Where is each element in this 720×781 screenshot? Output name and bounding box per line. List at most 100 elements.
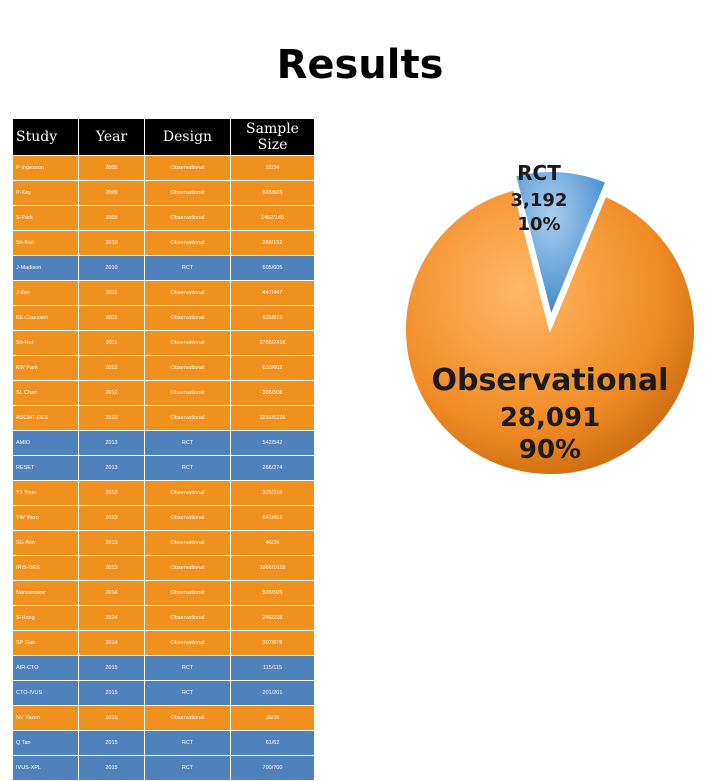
cell-sample-size: 447/447 [230, 280, 315, 306]
cell-study: IVUS-XPL [12, 755, 79, 781]
cell-year: 2014 [78, 580, 145, 606]
cell-design: RCT [144, 430, 231, 456]
cell-design: Observational [144, 180, 231, 206]
cell-design: RCT [144, 755, 231, 781]
table-header-row: Study Year Design Sample Size [12, 118, 315, 156]
cell-study: IRIS-DES [12, 555, 79, 581]
cell-sample-size: 246/228 [230, 605, 315, 631]
table-row: SG Ahn 2013 Observational 46/36 [12, 530, 315, 556]
table-row: Sh-Hur 2011 Observational 2765/2416 [12, 330, 315, 356]
cell-sample-size: 505/505 [230, 580, 315, 606]
cell-study: Namamaker [12, 580, 79, 606]
cell-design: Observational [144, 280, 231, 306]
cell-design: Observational [144, 330, 231, 356]
cell-study: NV Yazen [12, 705, 79, 731]
pie-percent-rct: 10% [517, 214, 560, 235]
cell-design: Observational [144, 580, 231, 606]
cell-sample-size: 307/676 [230, 630, 315, 656]
table-row: P-Kay 2009 Observational 665/665 [12, 180, 315, 206]
cell-design: Observational [144, 705, 231, 731]
cell-study: YW Yoon [12, 505, 79, 531]
table-row: CTO-IVUS 2015 RCT 201/201 [12, 680, 315, 706]
cell-year: 2010 [78, 255, 145, 281]
cell-year: 2013 [78, 455, 145, 481]
cell-year: 2009 [78, 205, 145, 231]
cell-year: 2014 [78, 630, 145, 656]
cell-sample-size: 700/700 [230, 755, 315, 781]
table-row: NV Yazen 2015 Observational 36/36 [12, 705, 315, 731]
cell-year: 2014 [78, 605, 145, 631]
cell-design: Observational [144, 205, 231, 231]
cell-study: S-Park [12, 205, 79, 231]
cell-year: 2015 [78, 655, 145, 681]
table-row: ASCMT-DES 2013 Observational 3266/5236 [12, 405, 315, 431]
cell-study: S-Hong [12, 605, 79, 631]
cell-sample-size: 3266/5236 [230, 405, 315, 431]
pie-label-observational: Observational [432, 363, 669, 398]
cell-study: J-Madison [12, 255, 79, 281]
cell-year: 2015 [78, 755, 145, 781]
table-row: BE-Claessen 2011 Observational 625/673 [12, 305, 315, 331]
cell-study: P-Ingesson [12, 155, 79, 181]
cell-year: 2011 [78, 330, 145, 356]
cell-sample-size: 306/506 [230, 380, 315, 406]
cell-study: Q Tan [12, 730, 79, 756]
cell-sample-size: 22/34 [230, 155, 315, 181]
cell-year: 2015 [78, 730, 145, 756]
cell-design: Observational [144, 630, 231, 656]
cell-sample-size: 46/36 [230, 530, 315, 556]
cell-sample-size: 642/412 [230, 505, 315, 531]
cell-study: Sh-Kim [12, 230, 79, 256]
pie-slice-rct [513, 170, 608, 320]
table-row: S-Park 2009 Observational 1452/145 [12, 205, 315, 231]
cell-design: Observational [144, 380, 231, 406]
pie-label-rct: RCT [517, 161, 561, 185]
cell-sample-size: 115/115 [230, 655, 315, 681]
table-row: J-Madison 2010 RCT 605/605 [12, 255, 315, 281]
cell-sample-size: 542/542 [230, 430, 315, 456]
cell-design: Observational [144, 480, 231, 506]
cell-study: ASCMT-DES [12, 405, 79, 431]
cell-study: KW Park [12, 355, 79, 381]
cell-sample-size: 2765/2416 [230, 330, 315, 356]
cell-design: Observational [144, 230, 231, 256]
table-row: IRIS-DES 2013 Observational 1666/1628 [12, 555, 315, 581]
header-sample-size: Sample Size [230, 118, 315, 156]
table-row: S-Hong 2014 Observational 246/228 [12, 605, 315, 631]
cell-design: Observational [144, 355, 231, 381]
table-row: SL Chen 2012 Observational 306/506 [12, 380, 315, 406]
cell-year: 2013 [78, 430, 145, 456]
cell-design: Observational [144, 155, 231, 181]
cell-study: YJ Youn [12, 480, 79, 506]
cell-year: 2011 [78, 280, 145, 306]
cell-year: 2013 [78, 555, 145, 581]
cell-design: Observational [144, 605, 231, 631]
table-row: RESET 2013 RCT 266/274 [12, 455, 315, 481]
cell-design: Observational [144, 505, 231, 531]
page-title: Results [276, 42, 444, 88]
cell-year: 2009 [78, 180, 145, 206]
cell-design: RCT [144, 255, 231, 281]
table-row: Namamaker 2014 Observational 505/505 [12, 580, 315, 606]
table-row: AMIO 2013 RCT 542/542 [12, 430, 315, 456]
cell-study: RESET [12, 455, 79, 481]
pie-slice-observational [404, 188, 696, 476]
cell-study: AMIO [12, 430, 79, 456]
cell-sample-size: 36/36 [230, 705, 315, 731]
table-row: KW Park 2012 Observational 610/602 [12, 355, 315, 381]
cell-year: 2012 [78, 380, 145, 406]
table-row: YJ Youn 2013 Observational 325/216 [12, 480, 315, 506]
pie-percent-observational: 90% [519, 435, 581, 465]
table-row: AIR-CTO 2015 RCT 115/115 [12, 655, 315, 681]
table-row: Q Tan 2015 RCT 61/62 [12, 730, 315, 756]
pie-value-rct: 3,192 [511, 190, 568, 211]
cell-design: RCT [144, 655, 231, 681]
cell-sample-size: 201/201 [230, 680, 315, 706]
cell-sample-size: 610/602 [230, 355, 315, 381]
cell-year: 2015 [78, 705, 145, 731]
cell-design: Observational [144, 305, 231, 331]
cell-design: RCT [144, 730, 231, 756]
cell-sample-size: 665/665 [230, 180, 315, 206]
cell-year: 2012 [78, 355, 145, 381]
